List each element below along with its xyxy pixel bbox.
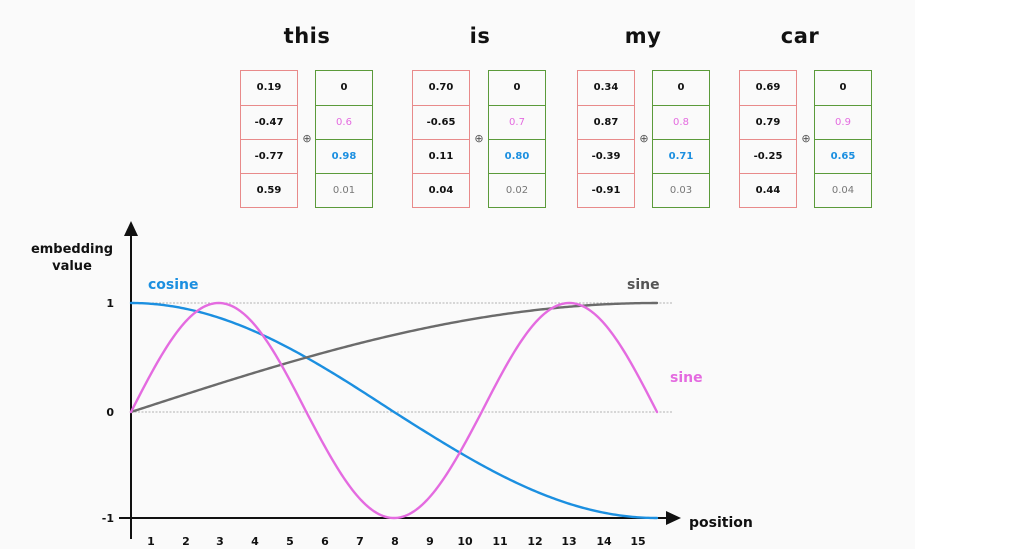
encoding-cell: 0.8 bbox=[653, 105, 709, 139]
encoding-cell: 0.9 bbox=[815, 105, 871, 139]
reference-lines bbox=[131, 302, 672, 413]
word-label: is bbox=[469, 24, 491, 48]
x-tick-label: 14 bbox=[596, 535, 612, 548]
positional-encoding-vector: 0 0.8 0.71 0.03 bbox=[652, 70, 710, 208]
embedding-cell: 0.34 bbox=[593, 82, 619, 93]
embedding-cell: 0.69 bbox=[755, 82, 781, 93]
positional-encoding-vector: 0 0.9 0.65 0.04 bbox=[814, 70, 872, 208]
cosine-series-label: cosine bbox=[148, 277, 199, 293]
encoding-cell: 0.65 bbox=[815, 139, 871, 173]
encoding-cell: 0 bbox=[513, 82, 521, 93]
embedding-cell: -0.65 bbox=[413, 105, 469, 139]
encoding-cell: 0.7 bbox=[489, 105, 545, 139]
x-tick-label: 10 bbox=[457, 535, 473, 548]
y-axis-title-line1: embedding bbox=[31, 242, 113, 257]
encoding-cell: 0 bbox=[839, 82, 847, 93]
encoding-cell: 0.98 bbox=[316, 139, 372, 173]
x-tick-label: 1 bbox=[147, 535, 155, 548]
y-tick-label: 1 bbox=[106, 297, 114, 310]
x-tick-label: 13 bbox=[561, 535, 576, 548]
x-tick-label: 15 bbox=[630, 535, 645, 548]
embedding-cell: -0.47 bbox=[241, 105, 297, 139]
x-tick-label: 2 bbox=[182, 535, 190, 548]
embedding-cell: -0.91 bbox=[578, 173, 634, 207]
encoding-cell: 0.04 bbox=[815, 173, 871, 207]
encoding-cell: 0.02 bbox=[489, 173, 545, 207]
y-axis-arrow-icon bbox=[124, 221, 138, 236]
y-tick-label: 0 bbox=[106, 406, 114, 419]
x-tick-label: 7 bbox=[356, 535, 364, 548]
token-embedding-vector: 0.69 0.79 -0.25 0.44 bbox=[739, 70, 797, 208]
embedding-cell: -0.39 bbox=[578, 139, 634, 173]
plus-circle-icon: ⊕ bbox=[639, 132, 649, 145]
encoding-cell: 0 bbox=[677, 82, 685, 93]
x-tick-label: 4 bbox=[251, 535, 259, 548]
sine-high-freq-series-label: sine bbox=[670, 370, 703, 386]
x-tick-label: 8 bbox=[391, 535, 399, 548]
embedding-cell: -0.77 bbox=[241, 139, 297, 173]
embedding-cell: 0.70 bbox=[428, 82, 454, 93]
x-tick-label: 3 bbox=[216, 535, 224, 548]
embedding-cell: 0.19 bbox=[256, 82, 282, 93]
encoding-cell: 0.6 bbox=[316, 105, 372, 139]
x-tick-label: 12 bbox=[527, 535, 542, 548]
token-embedding-vector: 0.70 -0.65 0.11 0.04 bbox=[412, 70, 470, 208]
sine-low-freq-series-label: sine bbox=[627, 277, 660, 293]
x-tick-label: 6 bbox=[321, 535, 329, 548]
cosine-curve bbox=[129, 301, 659, 520]
embedding-cell: 0.44 bbox=[740, 173, 796, 207]
embedding-cell: 0.59 bbox=[241, 173, 297, 207]
y-axis-title-line2: value bbox=[52, 259, 92, 274]
token-embedding-vector: 0.19 -0.47 -0.77 0.59 bbox=[240, 70, 298, 208]
encoding-cell: 0.01 bbox=[316, 173, 372, 207]
embedding-cell: 0.04 bbox=[413, 173, 469, 207]
x-tick-label: 5 bbox=[286, 535, 294, 548]
embedding-cell: 0.11 bbox=[413, 139, 469, 173]
embedding-cell: 0.79 bbox=[740, 105, 796, 139]
embedding-cell: 0.87 bbox=[578, 105, 634, 139]
word-label: car bbox=[780, 24, 820, 48]
positional-encoding-vector: 0 0.7 0.80 0.02 bbox=[488, 70, 546, 208]
x-tick-label: 11 bbox=[492, 535, 507, 548]
encoding-cell: 0.80 bbox=[489, 139, 545, 173]
plus-circle-icon: ⊕ bbox=[474, 132, 484, 145]
x-axis-arrow-icon bbox=[666, 511, 681, 525]
positional-encoding-vector: 0 0.6 0.98 0.01 bbox=[315, 70, 373, 208]
sine-low-freq-curve bbox=[129, 301, 659, 414]
x-tick-label: 9 bbox=[426, 535, 434, 548]
sine-high-freq-curve bbox=[129, 301, 659, 520]
word-label: this bbox=[283, 24, 331, 48]
plot-labels: embedding value position cosine sine sin… bbox=[31, 242, 753, 531]
plus-circle-icon: ⊕ bbox=[801, 132, 811, 145]
embedding-cell: -0.25 bbox=[740, 139, 796, 173]
word-label: my bbox=[624, 24, 662, 48]
plot-curves bbox=[129, 301, 659, 520]
token-embedding-vector: 0.34 0.87 -0.39 -0.91 bbox=[577, 70, 635, 208]
encoding-cell: 0.03 bbox=[653, 173, 709, 207]
encoding-cell: 0 bbox=[340, 82, 348, 93]
y-tick-label: -1 bbox=[102, 512, 114, 525]
plus-circle-icon: ⊕ bbox=[302, 132, 312, 145]
encoding-cell: 0.71 bbox=[653, 139, 709, 173]
x-axis-title: position bbox=[689, 515, 753, 531]
